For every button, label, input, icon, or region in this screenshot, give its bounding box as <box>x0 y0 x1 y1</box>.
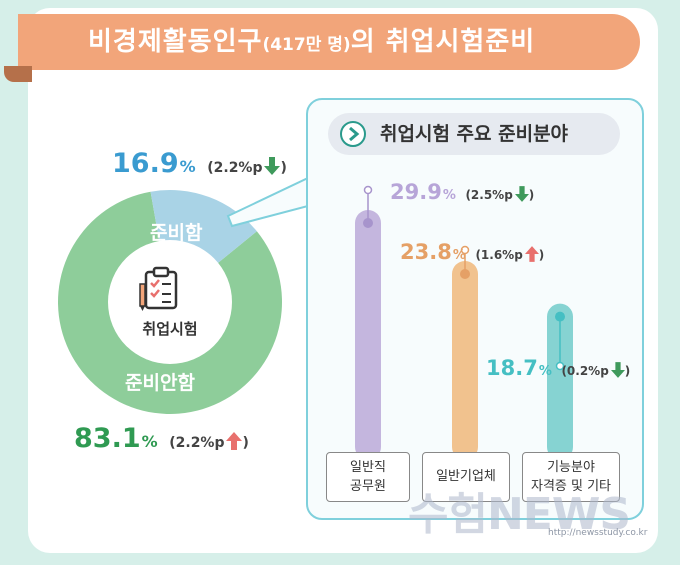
bar-2 <box>452 261 478 460</box>
bar2-value: 23.8 <box>400 240 452 264</box>
not-prepared-change-text: (2.2%p <box>169 435 225 451</box>
bar-3 <box>547 303 573 460</box>
not-prepared-value: 83.1 <box>74 423 141 454</box>
not-prepared-percent: % <box>141 432 158 451</box>
bar-2-dot <box>460 269 470 280</box>
title-sub: (417만 명) <box>262 35 351 55</box>
bar1-change-text: (2.5%p <box>465 188 513 202</box>
donut-center-label: 취업시험 <box>142 320 198 338</box>
title-main-a: 비경제활동인구 <box>88 27 263 57</box>
down-arrow-icon <box>610 362 625 378</box>
bar2-percent: % <box>452 248 466 263</box>
bar3-stat: 18.7% (0.2%p) <box>486 356 630 380</box>
bar2-change-text: (1.6%p <box>475 248 523 262</box>
category-2-line1: 일반기업체 <box>436 469 496 485</box>
bar1-value: 29.9 <box>390 180 442 204</box>
bar3-change: (0.2%p) <box>561 362 631 378</box>
bar1-close: ) <box>528 188 535 202</box>
chevron-right-icon <box>340 121 366 147</box>
bar3-change-text: (0.2%p <box>561 364 609 378</box>
bar-3-dot <box>555 311 565 322</box>
bar2-close: ) <box>538 248 545 262</box>
category-3-line1: 기능분야 <box>547 459 595 475</box>
up-arrow-icon <box>524 246 539 262</box>
bar2-change: (1.6%p) <box>475 246 545 262</box>
down-arrow-icon <box>264 157 281 175</box>
title-main-b: 의 취업시험준비 <box>350 27 536 57</box>
bar3-percent: % <box>538 364 552 379</box>
panel-header <box>328 113 620 155</box>
bar-1 <box>355 210 381 460</box>
bar1-change: (2.5%p) <box>465 186 535 202</box>
donut-label-prepared: 준비함 <box>150 222 203 244</box>
not-prepared-stat: 83.1% (2.2%p) <box>74 423 249 454</box>
bar-3-leader-tip <box>555 361 565 371</box>
panel-title: 취업시험 주요 준비분야 <box>380 123 569 145</box>
category-1-line1: 일반직 <box>350 459 386 475</box>
bar-2-leader-tip <box>460 245 470 255</box>
bar-1-dot <box>363 218 373 228</box>
bar2-stat: 23.8% (1.6%p) <box>400 240 544 264</box>
donut-label-not-prepared: 준비안함 <box>125 372 195 394</box>
prepared-change-text: (2.2%p <box>207 160 263 176</box>
category-3-line2: 자격증 및 기타 <box>530 479 612 494</box>
down-arrow-icon <box>514 186 529 202</box>
up-arrow-icon <box>226 432 243 450</box>
prepared-percent: % <box>179 157 196 176</box>
not-prepared-change: (2.2%p) <box>169 432 249 451</box>
prepared-value: 16.9 <box>112 148 179 179</box>
bar3-value: 18.7 <box>486 356 538 380</box>
prepared-stat: 16.9% (2.2%p) <box>112 148 287 179</box>
watermark-url: http://newsstudy.co.kr <box>548 528 648 538</box>
title-banner <box>18 14 640 70</box>
bar1-percent: % <box>442 188 456 203</box>
banner-fold <box>4 66 32 82</box>
prepared-change: (2.2%p) <box>207 157 287 176</box>
prepared-close: ) <box>280 160 287 176</box>
clipboard-icon <box>139 266 178 311</box>
watermark-logo: 수험NEWS <box>408 489 631 540</box>
page-title: 비경제활동인구(417만 명)의 취업시험준비 <box>88 18 535 66</box>
bar-1-leader-tip <box>363 185 373 195</box>
category-1-line2: 공무원 <box>350 479 386 494</box>
not-prepared-close: ) <box>242 435 249 451</box>
category-box-2: 일반기업체 <box>422 452 510 502</box>
bar3-close: ) <box>624 364 631 378</box>
bar1-stat: 29.9% (2.5%p) <box>390 180 534 204</box>
